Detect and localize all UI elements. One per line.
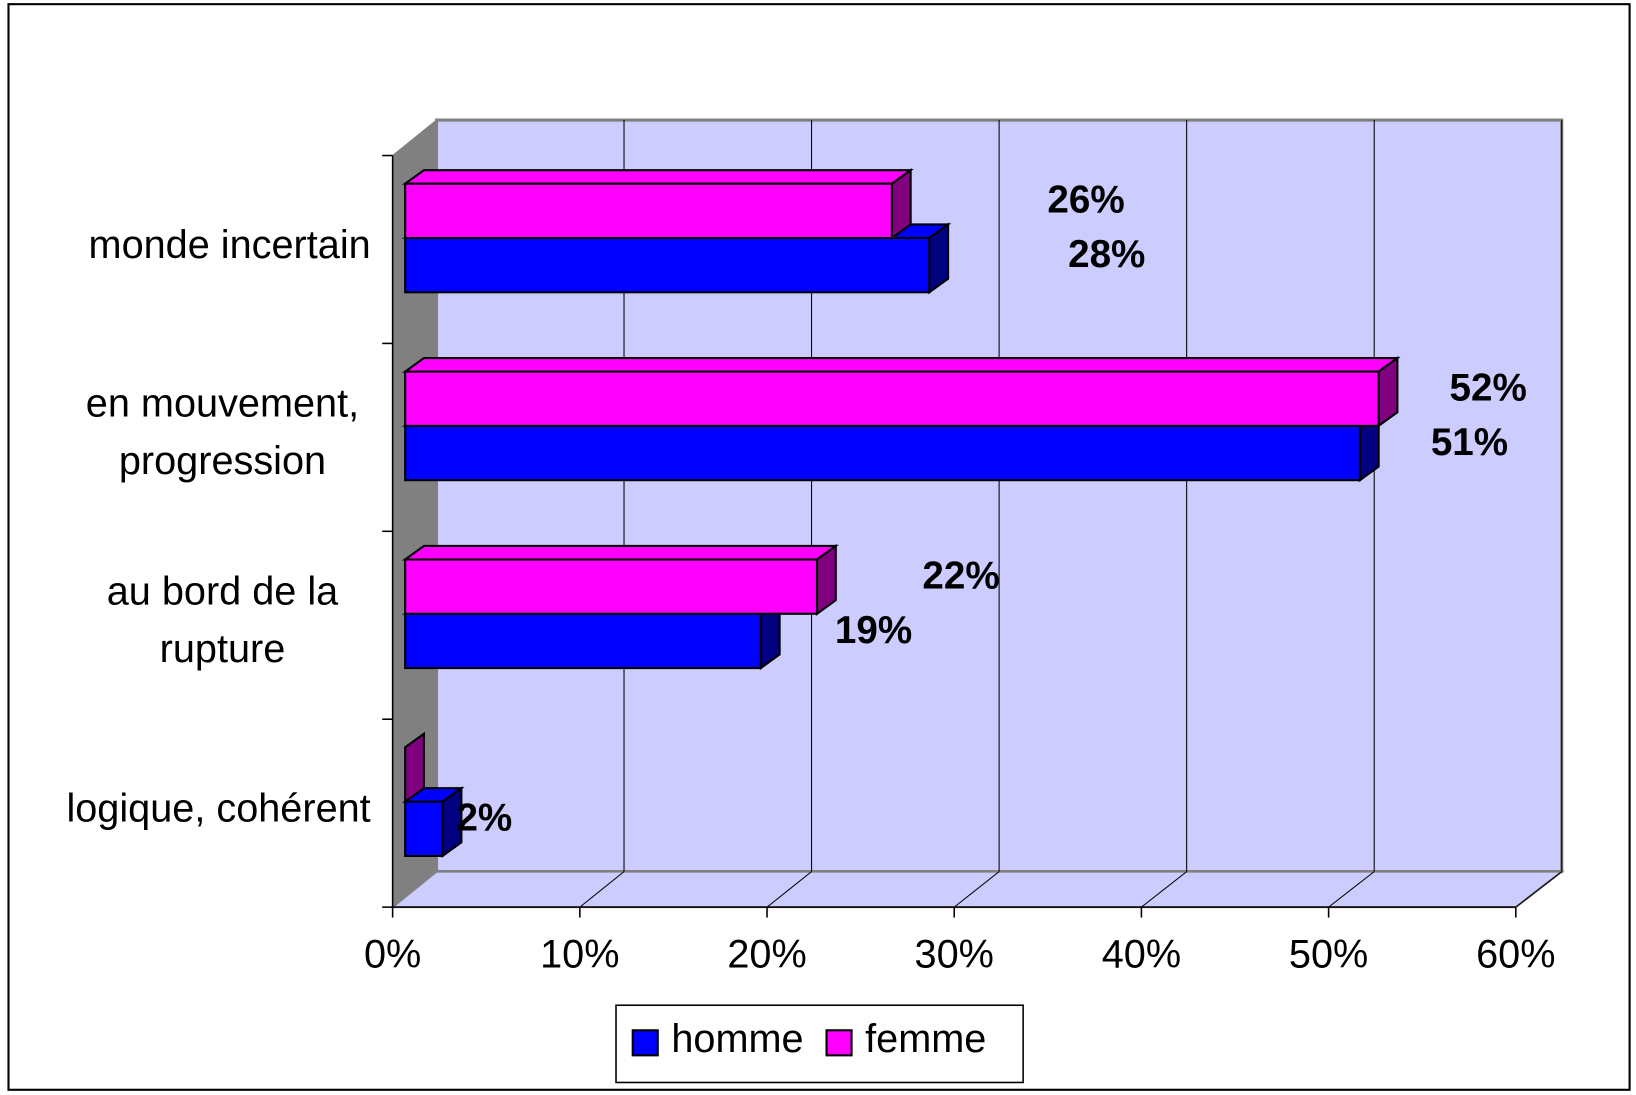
- x-tick-label: 60%: [1476, 933, 1555, 977]
- floor-grid-line: [1515, 871, 1563, 908]
- legend-box: [615, 1004, 1024, 1084]
- bar: [401, 786, 465, 858]
- floor-grid-line: [1328, 871, 1375, 908]
- bar-top: [401, 544, 840, 561]
- legend-swatch: [631, 1029, 659, 1057]
- floor-grid-line: [1141, 871, 1187, 908]
- bar-front: [404, 370, 1380, 427]
- bar-top: [401, 169, 914, 185]
- bar-front: [404, 182, 893, 240]
- legend-label: homme: [671, 1017, 803, 1061]
- data-label: 52%: [1450, 367, 1527, 410]
- bar-front: [404, 236, 931, 294]
- bar: [401, 168, 914, 241]
- data-label: 28%: [1068, 233, 1145, 276]
- y-tick-label: monde incertain: [89, 223, 371, 267]
- x-tick-label: 20%: [727, 933, 806, 977]
- bar-front: [404, 800, 444, 858]
- floor-grid-line: [579, 871, 625, 908]
- data-label: 2%: [456, 797, 512, 840]
- bar: [404, 731, 425, 804]
- legend-swatch: [825, 1029, 853, 1057]
- data-label: 51%: [1431, 421, 1508, 464]
- floor-grid-line: [766, 871, 812, 908]
- data-label: 26%: [1047, 179, 1124, 222]
- y-tick-label: logique, cohérent: [66, 787, 370, 831]
- bar-front: [404, 612, 762, 670]
- data-label: 22%: [922, 554, 999, 597]
- y-tick-label: en mouvement, progression: [86, 382, 359, 483]
- y-tick-label: au bord de la rupture: [107, 570, 339, 671]
- bar-front: [404, 558, 819, 615]
- x-tick-label: 40%: [1102, 933, 1181, 977]
- x-tick-label: 50%: [1289, 933, 1368, 977]
- x-tick-label: 10%: [540, 933, 619, 977]
- bar-top: [401, 356, 1401, 373]
- bar: [401, 355, 1401, 428]
- bar-front: [404, 424, 1361, 482]
- legend-label: femme: [865, 1017, 986, 1061]
- bar-side: [404, 731, 425, 804]
- x-tick-label: 30%: [915, 933, 994, 977]
- data-label: 19%: [835, 609, 912, 652]
- floor-grid-line: [953, 871, 1000, 908]
- x-tick-label: 0%: [364, 933, 421, 977]
- bar: [401, 543, 840, 616]
